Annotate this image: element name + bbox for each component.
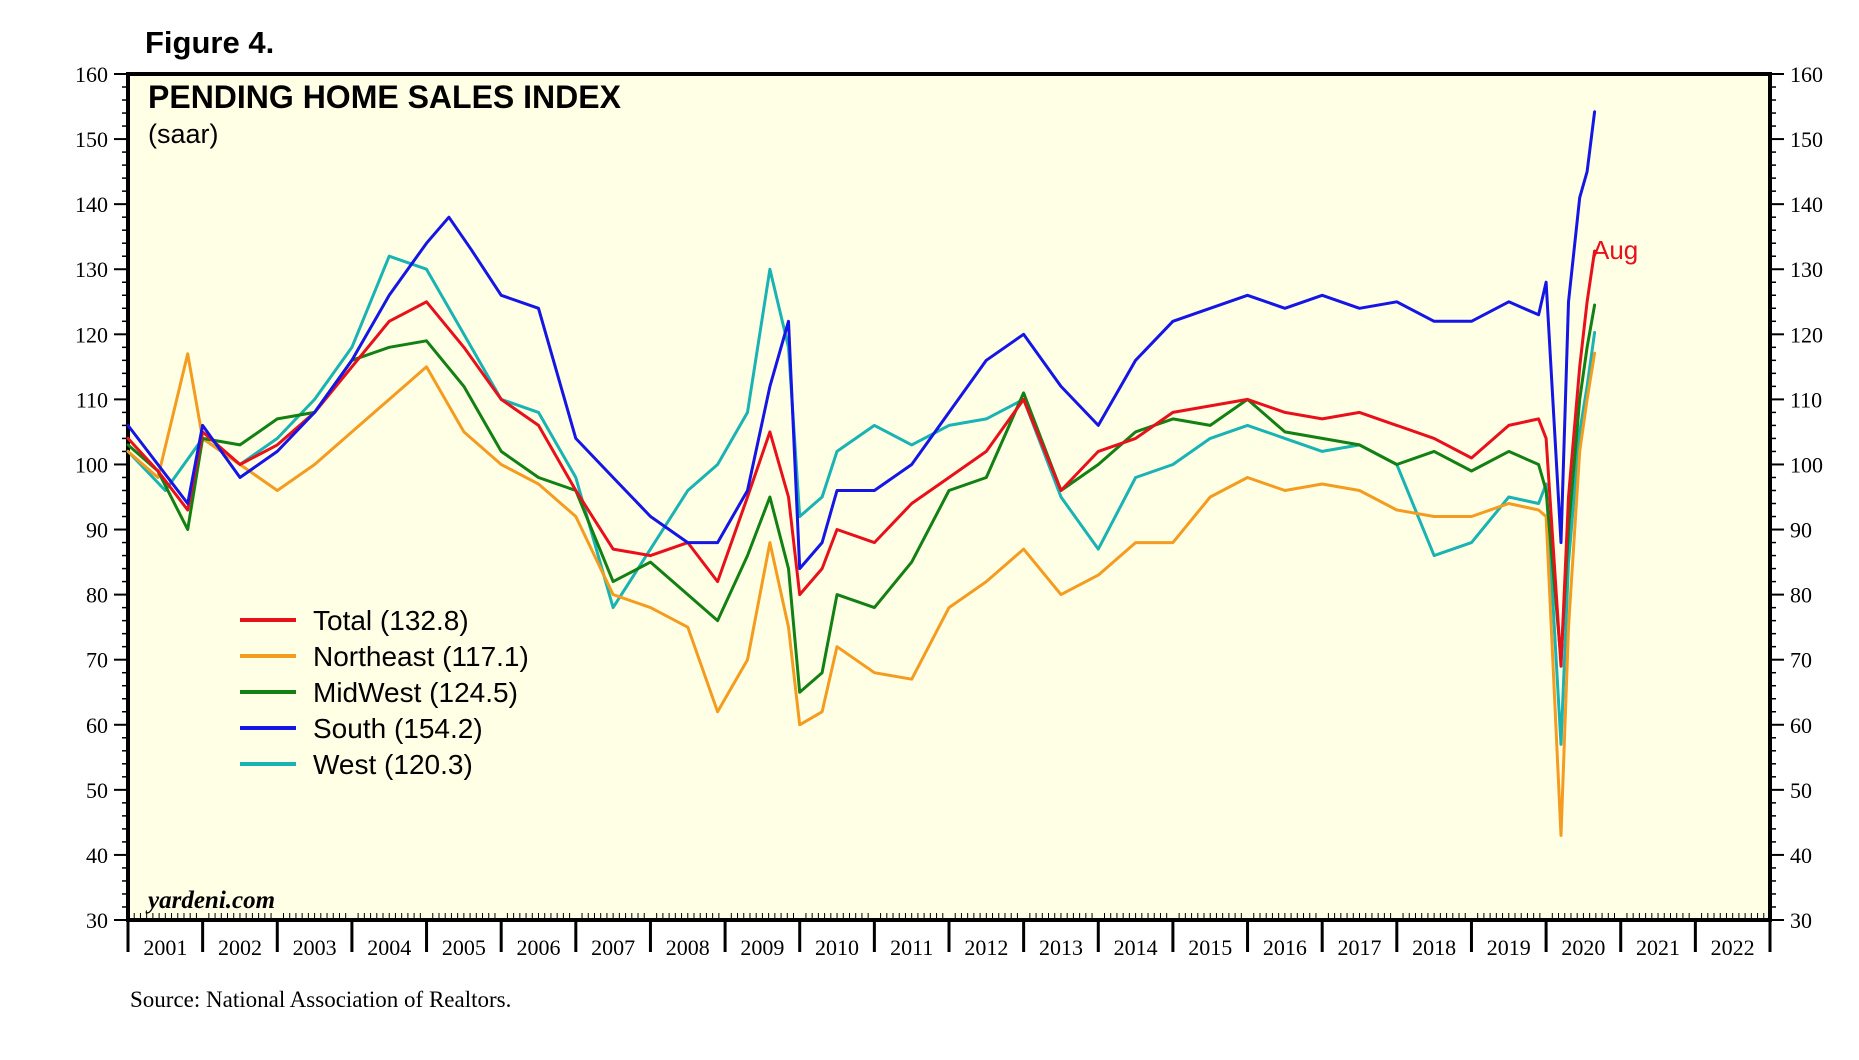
y-tick-label-left: 70 xyxy=(86,648,108,673)
y-tick-label-left: 100 xyxy=(75,452,108,477)
series-line-midwest xyxy=(126,303,1597,694)
y-tick-label-right: 110 xyxy=(1790,387,1822,412)
x-tick-label: 2006 xyxy=(517,935,561,960)
x-tick-label: 2018 xyxy=(1412,935,1456,960)
y-tick-label-right: 140 xyxy=(1790,192,1823,217)
series-line-west xyxy=(126,254,1597,746)
y-tick-label-right: 150 xyxy=(1790,127,1823,152)
chart-subtitle: (saar) xyxy=(148,119,219,149)
figure-label: Figure 4. xyxy=(145,25,274,60)
y-tick-label-right: 70 xyxy=(1790,648,1812,673)
x-tick-label: 2010 xyxy=(815,935,859,960)
brand-watermark: yardeni.com xyxy=(145,887,275,914)
y-tick-label-left: 80 xyxy=(86,583,108,608)
x-tick-label: 2017 xyxy=(1338,935,1382,960)
x-tick-label: 2015 xyxy=(1188,935,1232,960)
y-tick-label-left: 120 xyxy=(75,322,108,347)
y-tick-label-right: 120 xyxy=(1790,322,1823,347)
x-axis: 2001 2002 2003 2004 2005 2006 2007 2008 2009 2010… xyxy=(126,913,1772,960)
annotation-label: Aug xyxy=(1592,235,1638,265)
y-tick-label-right: 100 xyxy=(1790,452,1823,477)
chart-title: PENDING HOME SALES INDEX xyxy=(148,79,622,115)
plot-area xyxy=(126,72,1772,922)
y-tick-label-left: 160 xyxy=(75,62,108,87)
x-tick-label: 2012 xyxy=(964,935,1008,960)
legend: Total (132.8) Northeast (117.1) MidWest (1… xyxy=(240,605,529,780)
legend-label-midwest: MidWest (124.5) xyxy=(313,677,518,708)
legend-label-northeast: Northeast (117.1) xyxy=(313,641,529,672)
y-tick-label-right: 80 xyxy=(1790,583,1812,608)
x-tick-label: 2002 xyxy=(218,935,262,960)
source-note: Source: National Association of Realtors… xyxy=(130,987,511,1012)
y-tick-label-left: 110 xyxy=(76,387,108,412)
series-line-south xyxy=(126,110,1597,571)
y-tick-label-right: 50 xyxy=(1790,778,1812,803)
x-tick-label: 2020 xyxy=(1561,935,1605,960)
y-tick-label-right: 160 xyxy=(1790,62,1823,87)
x-tick-label: 2008 xyxy=(666,935,710,960)
series-lines xyxy=(126,110,1597,837)
y-tick-label-left: 90 xyxy=(86,518,108,543)
x-tick-label: 2003 xyxy=(293,935,337,960)
y-tick-label-right: 30 xyxy=(1790,908,1812,933)
y-tick-label-left: 40 xyxy=(86,843,108,868)
legend-label-total: Total (132.8) xyxy=(313,605,469,636)
x-tick-label: 2001 xyxy=(143,935,187,960)
x-tick-label: 2021 xyxy=(1636,935,1680,960)
y-tick-label-left: 140 xyxy=(75,192,108,217)
y-tick-label-right: 40 xyxy=(1790,843,1812,868)
x-tick-label: 2019 xyxy=(1487,935,1531,960)
y-tick-label-left: 130 xyxy=(75,257,108,282)
x-tick-label: 2007 xyxy=(591,935,635,960)
y-tick-label-left: 30 xyxy=(86,908,108,933)
legend-label-west: West (120.3) xyxy=(313,749,473,780)
x-tick-label: 2013 xyxy=(1039,935,1083,960)
x-tick-label: 2005 xyxy=(442,935,486,960)
y-tick-label-right: 90 xyxy=(1790,518,1812,543)
x-tick-label: 2022 xyxy=(1711,935,1755,960)
legend-label-south: South (154.2) xyxy=(313,713,483,744)
y-tick-label-right: 130 xyxy=(1790,257,1823,282)
x-tick-label: 2004 xyxy=(367,935,411,960)
y-tick-label-left: 150 xyxy=(75,127,108,152)
x-tick-label: 2011 xyxy=(890,935,933,960)
series-line-northeast xyxy=(126,351,1597,837)
y-tick-label-right: 60 xyxy=(1790,713,1812,738)
x-tick-label: 2009 xyxy=(740,935,784,960)
y-tick-label-left: 50 xyxy=(86,778,108,803)
y-tick-label-left: 60 xyxy=(86,713,108,738)
x-tick-label: 2014 xyxy=(1114,935,1158,960)
x-tick-label: 2016 xyxy=(1263,935,1307,960)
series-line-total xyxy=(126,249,1597,668)
y-axis-ticks: 30 30 40 40 50 50 60 60 70 70 80 80 90 90 100 100 110 110… xyxy=(75,62,1823,933)
